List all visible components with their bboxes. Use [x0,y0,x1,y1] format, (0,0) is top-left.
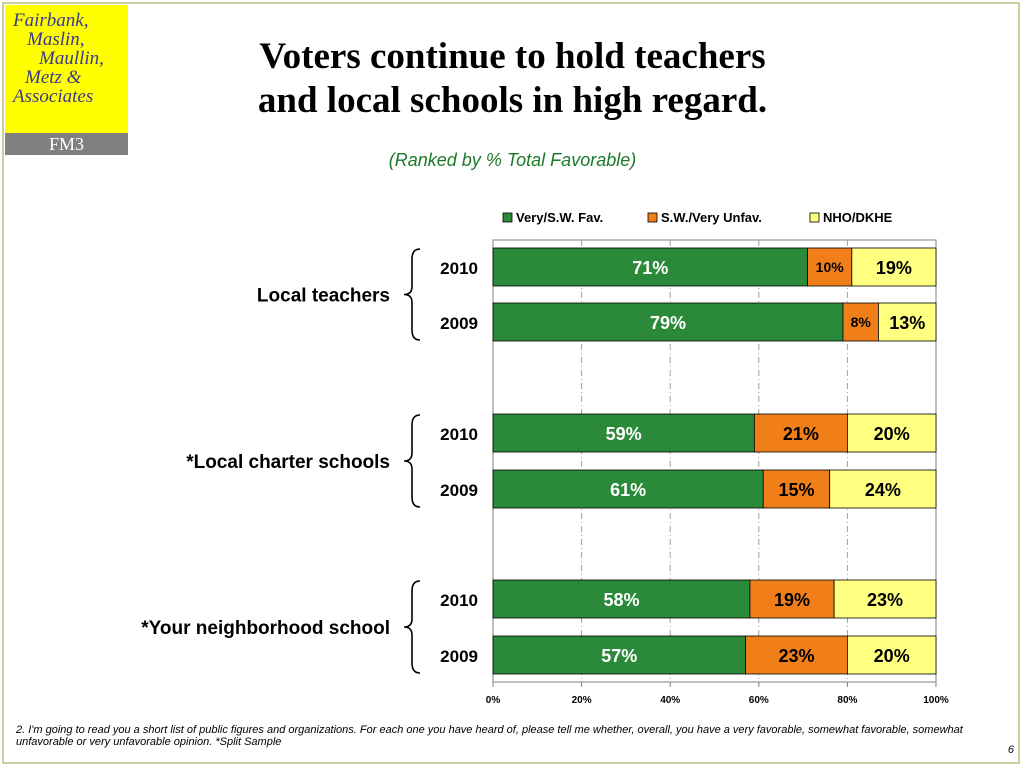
bar-segment [492,413,755,453]
logo-line-3: Maullin, [39,48,104,69]
x-tick-label: 20% [572,695,592,706]
data-label: 71% [632,258,668,278]
data-label: 8% [851,314,872,330]
row-year-label: 2010 [440,259,478,278]
data-label: 24% [865,480,901,500]
logo-line-4: Metz & [25,67,82,88]
bar-segment [851,247,937,287]
logo-line-1: Fairbank, [13,10,89,31]
logo-badge: FM3 [5,133,128,155]
group-label: Local teachers [257,286,390,307]
x-tick-label: 60% [749,695,769,706]
title-line-2: and local schools in high regard. [257,80,768,121]
bar-segment [847,413,937,453]
row-year-label: 2010 [440,591,478,610]
data-label: 23% [778,646,814,666]
data-label: 13% [889,313,925,333]
bar-segment [753,413,848,453]
bar-segment [492,579,751,619]
data-label: 21% [783,424,819,444]
footnote: 2. I'm going to read you a short list of… [16,724,963,748]
slide-subtitle: (Ranked by % Total Favorable) [388,150,637,170]
group-brace [403,580,421,674]
data-label: 57% [601,646,637,666]
bar-segment [492,247,808,287]
data-label: 61% [610,480,646,500]
bar-segment [833,579,937,619]
legend-label: NHO/DKHE [823,210,893,225]
legend-swatch [502,212,513,223]
x-tick-label: 0% [486,695,501,706]
data-label: 20% [874,424,910,444]
group-label: *Your neighborhood school [141,618,390,639]
bar-segment [492,635,746,675]
data-label: 15% [778,480,814,500]
row-year-label: 2010 [440,425,478,444]
x-tick-label: 40% [660,695,680,706]
group-label: *Local charter schools [186,452,390,473]
legend-label: Very/S.W. Fav. [516,210,603,225]
row-year-label: 2009 [440,647,478,666]
bar-segment [492,469,764,509]
legend-label: S.W./Very Unfav. [661,210,762,225]
data-label: 58% [603,590,639,610]
bar-segment [492,302,844,342]
bar-segment [749,579,835,619]
bar-segment [807,247,853,287]
group-brace [403,248,421,341]
row-year-label: 2009 [440,481,478,500]
group-brace [403,414,421,508]
data-label: 23% [867,590,903,610]
company-logo: Fairbank, Maslin, Maullin, Metz & Associ… [5,5,128,155]
bar-segment [829,469,937,509]
page-number: 6 [1007,744,1014,756]
data-label: 10% [816,259,845,275]
bar-segment [878,302,937,342]
legend-swatch [809,212,820,223]
x-tick-label: 100% [923,695,949,706]
data-label: 19% [774,590,810,610]
slide-title: Voters continue to hold teachers and loc… [140,35,885,123]
data-label: 59% [606,424,642,444]
logo-background: Fairbank, Maslin, Maullin, Metz & Associ… [5,5,128,133]
bar-segment [847,635,937,675]
logo-line-5: Associates [13,86,94,107]
data-label: 19% [876,258,912,278]
logo-line-2: Maslin, [27,29,85,50]
data-label: 20% [874,646,910,666]
legend-swatch [647,212,658,223]
title-line-1: Voters continue to hold teachers [259,36,766,77]
row-year-label: 2009 [440,314,478,333]
x-tick-label: 80% [837,695,857,706]
data-label: 79% [650,313,686,333]
